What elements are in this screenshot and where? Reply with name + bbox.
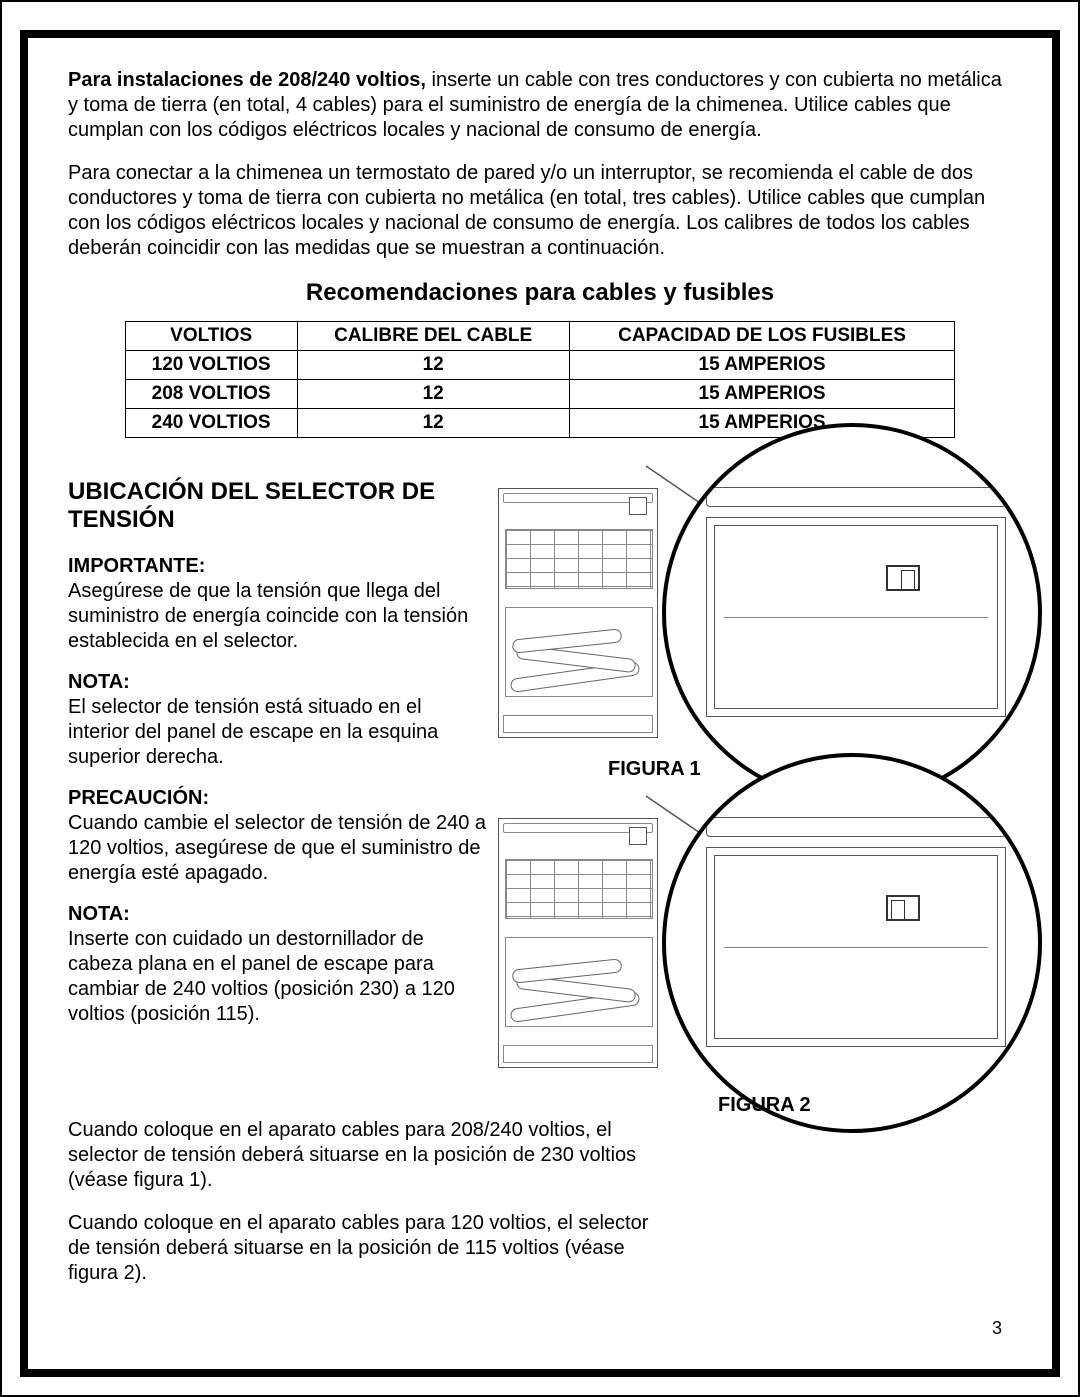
wrap-para-2: Cuando coloque en el aparato cables para… (68, 1211, 668, 1286)
fireplace-icon (498, 818, 658, 1068)
section-heading: UBICACIÓN DEL SELECTOR DE TENSIÓN (68, 478, 488, 534)
note-label: NOTA: (68, 670, 488, 695)
note-text: Cuando cambie el selector de tensión de … (68, 811, 488, 886)
table-cell: 15 AMPERIOS (569, 351, 955, 380)
intro-para-1: Para instalaciones de 208/240 voltios, i… (68, 68, 1012, 143)
table-header-row: VOLTIOS CALIBRE DEL CABLE CAPACIDAD DE L… (125, 322, 955, 351)
note-text: Asegúrese de que la tensión que llega de… (68, 579, 488, 654)
note-important: IMPORTANTE: Asegúrese de que la tensión … (68, 554, 488, 654)
voltage-switch-icon (886, 895, 920, 921)
table-cell: 15 AMPERIOS (569, 380, 955, 409)
table-cell: 12 (297, 380, 569, 409)
table-cell: 208 VOLTIOS (125, 380, 297, 409)
wrap-para-1: Cuando coloque en el aparato cables para… (68, 1118, 668, 1193)
table-cell: 12 (297, 351, 569, 380)
note-precaucion: PRECAUCIÓN: Cuando cambie el selector de… (68, 786, 488, 886)
intro-lead: Para instalaciones de 208/240 voltios, (68, 69, 426, 91)
figure-caption: FIGURA 2 (718, 1094, 811, 1117)
table-cell: 12 (297, 409, 569, 438)
note-nota2: NOTA: Inserte con cuidado un destornilla… (68, 902, 488, 1027)
right-column: FIGURA 1 (498, 448, 1012, 1118)
note-text: El selector de tensión está situado en e… (68, 695, 488, 770)
note-label: NOTA: (68, 902, 488, 927)
note-nota1: NOTA: El selector de tensión está situad… (68, 670, 488, 770)
table-title: Recomendaciones para cables y fusibles (68, 279, 1012, 307)
intro-para-2: Para conectar a la chimenea un termostat… (68, 161, 1012, 261)
table-header: VOLTIOS (125, 322, 297, 351)
two-column-section: UBICACIÓN DEL SELECTOR DE TENSIÓN IMPORT… (68, 448, 1012, 1118)
voltage-switch-icon (886, 565, 920, 591)
left-column: UBICACIÓN DEL SELECTOR DE TENSIÓN IMPORT… (68, 448, 488, 1118)
page: Para instalaciones de 208/240 voltios, i… (0, 0, 1080, 1397)
table-row: 208 VOLTIOS 12 15 AMPERIOS (125, 380, 955, 409)
table-cell: 240 VOLTIOS (125, 409, 297, 438)
note-text: Inserte con cuidado un destornillador de… (68, 927, 488, 1027)
page-border: Para instalaciones de 208/240 voltios, i… (20, 30, 1060, 1377)
table-header: CAPACIDAD DE LOS FUSIBLES (569, 322, 955, 351)
table-cell: 120 VOLTIOS (125, 351, 297, 380)
table-row: 120 VOLTIOS 12 15 AMPERIOS (125, 351, 955, 380)
note-label: IMPORTANTE: (68, 554, 488, 579)
zoom-circle-icon (662, 753, 1042, 1133)
wire-table: VOLTIOS CALIBRE DEL CABLE CAPACIDAD DE L… (125, 321, 956, 438)
zoom-circle-icon (662, 423, 1042, 803)
page-number: 3 (992, 1318, 1002, 1339)
fireplace-icon (498, 488, 658, 738)
table-header: CALIBRE DEL CABLE (297, 322, 569, 351)
figure-1: FIGURA 1 (498, 448, 1012, 788)
figure-2: FIGURA 2 (498, 778, 1012, 1118)
note-label: PRECAUCIÓN: (68, 786, 488, 811)
